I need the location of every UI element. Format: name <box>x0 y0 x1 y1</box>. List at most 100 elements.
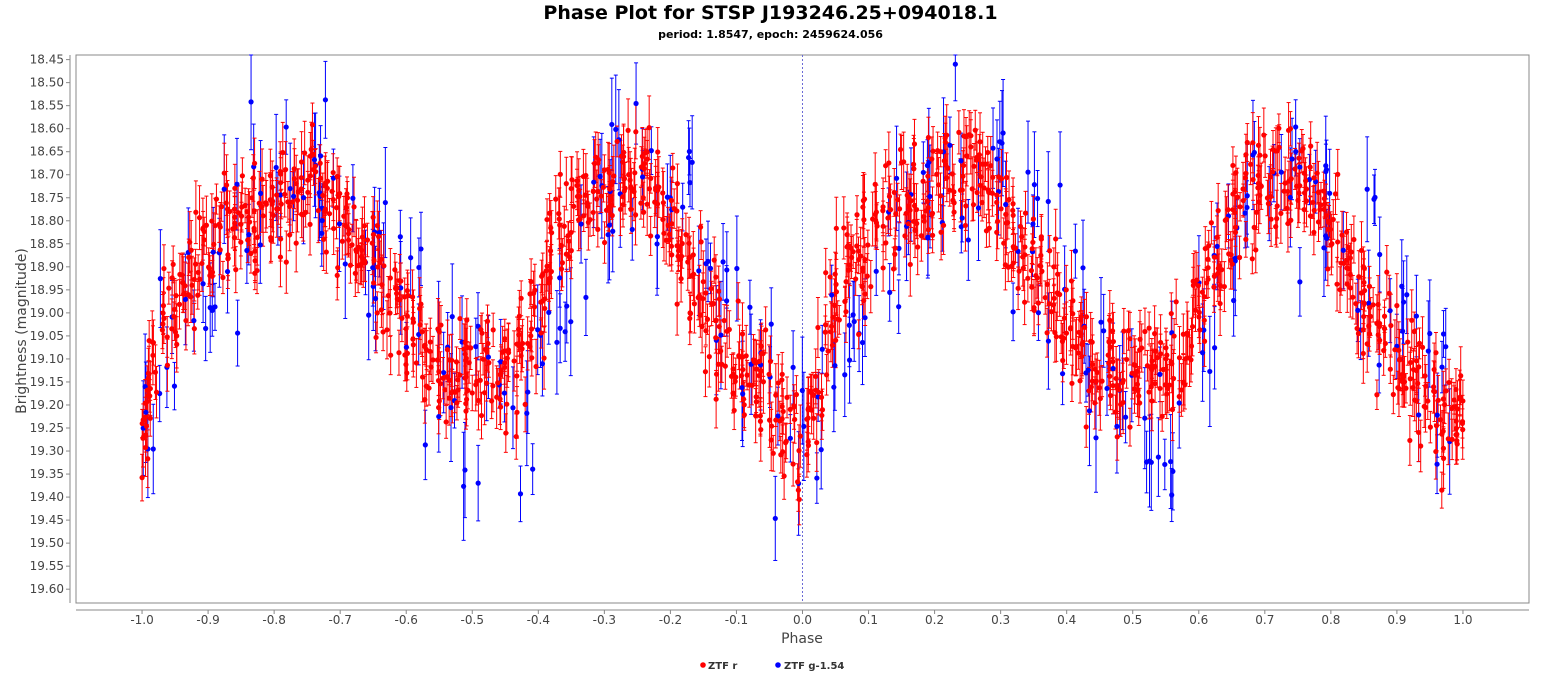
data-point <box>397 234 403 240</box>
data-point <box>461 483 467 489</box>
data-point <box>597 173 603 180</box>
data-point <box>342 261 348 267</box>
data-point <box>648 148 654 154</box>
data-point <box>473 343 479 350</box>
chart-subtitle: period: 1.8547, epoch: 2459624.056 <box>658 28 883 41</box>
data-point <box>244 247 250 254</box>
data-point <box>287 185 293 192</box>
data-point <box>485 354 492 360</box>
data-point <box>277 192 284 198</box>
data-point <box>654 234 661 240</box>
data-point <box>734 265 740 272</box>
data-point <box>336 221 343 227</box>
data-point <box>311 157 318 163</box>
data-point <box>535 327 541 333</box>
data-point <box>319 230 325 236</box>
data-point <box>370 265 376 271</box>
data-point <box>235 330 241 336</box>
data-point <box>740 391 746 397</box>
data-point <box>613 126 619 132</box>
data-point <box>510 405 516 411</box>
data-point <box>210 249 216 255</box>
data-point <box>436 413 442 420</box>
data-point <box>654 241 660 247</box>
data-point <box>408 255 414 261</box>
data-point <box>150 446 156 452</box>
data-point <box>182 296 188 303</box>
data-points <box>139 61 1466 522</box>
data-point <box>724 267 730 273</box>
data-point <box>790 364 796 370</box>
data-point <box>610 228 616 234</box>
data-point <box>317 153 324 159</box>
data-point <box>257 190 264 196</box>
data-point <box>633 100 639 107</box>
data-point <box>687 180 693 186</box>
data-point <box>787 435 793 441</box>
data-point <box>707 265 714 271</box>
data-point <box>685 154 692 161</box>
data-point <box>689 159 695 165</box>
data-point <box>246 232 252 238</box>
data-point <box>376 230 382 236</box>
data-point <box>191 318 197 324</box>
data-point <box>221 186 227 192</box>
data-point <box>799 387 805 394</box>
data-point <box>143 409 149 415</box>
data-point <box>403 344 409 350</box>
data-point <box>557 325 563 331</box>
data-point <box>462 467 468 473</box>
data-point <box>422 442 428 448</box>
data-point <box>801 423 807 429</box>
data-point <box>350 195 356 201</box>
data-point <box>171 383 178 389</box>
data-point <box>498 359 504 365</box>
data-point <box>818 447 824 453</box>
data-point <box>606 222 613 228</box>
data-point <box>539 361 546 367</box>
data-point <box>257 242 263 248</box>
data-point <box>234 181 240 187</box>
data-point <box>605 232 611 238</box>
data-point <box>290 193 297 199</box>
data-point <box>475 480 481 486</box>
data-point <box>583 294 589 301</box>
data-point <box>546 309 552 316</box>
data-point <box>501 390 508 396</box>
data-point <box>562 329 568 335</box>
data-point <box>524 410 530 416</box>
data-point <box>557 275 563 281</box>
data-point <box>739 384 745 391</box>
data-point <box>720 259 726 265</box>
data-point <box>212 304 218 310</box>
data-point <box>680 204 686 210</box>
chart-title: Phase Plot for STSP J193246.25+094018.1 <box>543 2 998 24</box>
data-point <box>639 174 646 180</box>
data-point <box>273 164 279 171</box>
data-point <box>322 97 329 103</box>
data-point <box>283 124 289 130</box>
data-point <box>525 389 531 395</box>
data-point <box>448 404 454 411</box>
data-point <box>449 314 455 320</box>
data-point <box>372 295 379 302</box>
data-point <box>416 264 422 271</box>
data-point <box>157 276 163 282</box>
data-point <box>530 466 536 472</box>
data-point <box>568 319 574 325</box>
data-point <box>203 325 209 332</box>
data-point <box>382 199 388 206</box>
data-point <box>319 217 325 224</box>
data-point <box>724 298 730 304</box>
data-point <box>418 246 424 252</box>
data-point <box>609 121 615 128</box>
data-point <box>209 307 215 313</box>
data-point <box>517 491 524 497</box>
data-point <box>696 268 702 274</box>
data-point <box>705 258 711 265</box>
data-point <box>747 304 753 310</box>
data-point <box>224 268 231 275</box>
data-point <box>578 221 584 227</box>
data-point <box>686 148 692 155</box>
